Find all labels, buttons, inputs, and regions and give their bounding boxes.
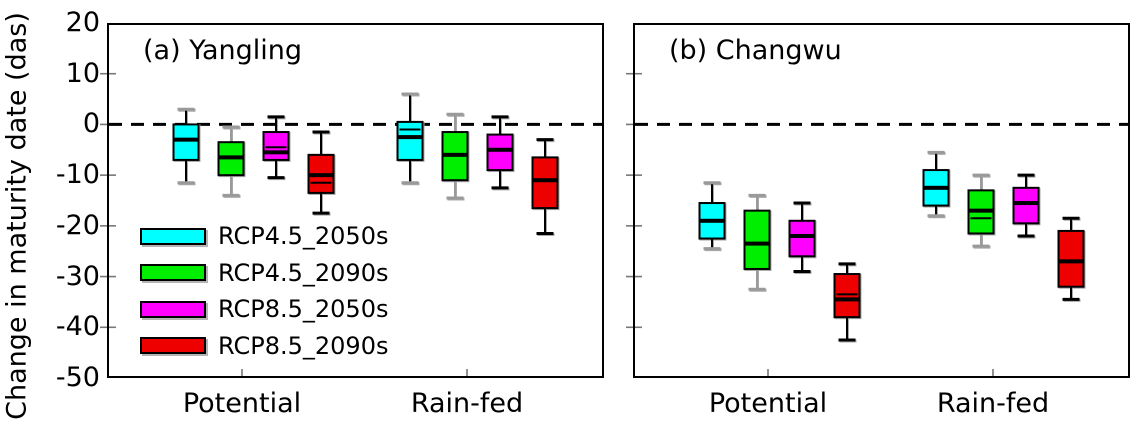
mean-line (836, 293, 858, 296)
panel-title: (b) Changwu (669, 35, 842, 66)
median-line (308, 173, 334, 178)
median-line (744, 241, 770, 246)
median-line (218, 155, 244, 160)
median-line (263, 150, 289, 155)
iqr-box (262, 131, 290, 161)
box-RCP4.5_2050s-rain-fed (922, 150, 950, 218)
y-tick-label: 10 (65, 57, 100, 89)
box-RCP4.5_2050s-potential (172, 107, 200, 185)
box-RCP4.5_2090s-rain-fed (967, 173, 995, 248)
legend-swatch (140, 337, 206, 354)
legend-item: RCP8.5_2050s (140, 294, 388, 324)
iqr-box (788, 219, 816, 258)
y-tick-label: 20 (65, 7, 100, 38)
iqr-box (1057, 229, 1085, 288)
median-line (397, 135, 423, 140)
median-line (789, 234, 815, 238)
legend-swatch (140, 227, 206, 245)
median-line (1058, 259, 1084, 264)
box-RCP8.5_2090s-rain-fed (1057, 216, 1085, 301)
panel-title: (a) Yangling (143, 35, 303, 66)
box-RCP4.5_2090s-rain-fed (441, 112, 469, 200)
y-tick-label: -50 (55, 362, 100, 393)
y-tick-label: -40 (55, 311, 100, 343)
panel-frame (633, 23, 1130, 378)
median-line (968, 208, 994, 213)
legend-label: RCP8.5_2090s (218, 331, 389, 360)
legend-item: RCP8.5_2090s (140, 331, 388, 361)
box-RCP4.5_2050s-rain-fed (396, 92, 424, 185)
y-tick-label: -20 (55, 209, 100, 241)
legend-label: RCP8.5_2050s (218, 295, 389, 323)
panel-a: (a) Yangling (100, 23, 604, 378)
box-RCP8.5_2050s-rain-fed (486, 115, 514, 190)
iqr-box (396, 120, 424, 161)
median-line (487, 147, 513, 152)
box-RCP4.5_2050s-potential (698, 181, 726, 251)
legend-swatch (140, 264, 206, 281)
median-line (923, 185, 949, 190)
legend-item: RCP4.5_2090s (140, 258, 388, 288)
mean-line (265, 146, 287, 149)
iqr-box (833, 273, 861, 319)
box-RCP4.5_2090s-potential (743, 193, 771, 291)
panel-plot-area (100, 23, 604, 378)
box-RCP4.5_2090s-potential (217, 125, 245, 197)
box-RCP8.5_2050s-potential (788, 201, 816, 273)
x-category-label: Rain-fed (410, 388, 524, 419)
median-line (699, 218, 725, 223)
mean-line (970, 217, 992, 220)
mean-line (310, 181, 332, 184)
legend-item: RCP4.5_2050s (140, 221, 388, 251)
iqr-box (486, 133, 514, 172)
x-category-label: Potential (708, 388, 828, 419)
iqr-box (531, 156, 559, 210)
legend-swatch (140, 300, 206, 318)
iqr-box (1012, 186, 1040, 225)
legend-label: RCP4.5_2050s (218, 222, 389, 250)
y-tick-label: -30 (55, 260, 100, 292)
panel-b: (b) Changwu (626, 23, 1130, 378)
mean-line (399, 128, 421, 131)
x-category-label: Rain-fed (936, 388, 1050, 419)
y-tick-label: 0 (82, 108, 100, 140)
box-RCP8.5_2090s-potential (833, 262, 861, 342)
box-RCP8.5_2050s-rain-fed (1012, 173, 1040, 238)
median-line (532, 178, 558, 183)
box-RCP8.5_2090s-potential (307, 130, 335, 215)
median-line (173, 137, 199, 142)
box-RCP8.5_2090s-rain-fed (531, 138, 559, 235)
median-line (834, 297, 860, 302)
median-line (442, 152, 468, 157)
median-line (1013, 201, 1039, 206)
panel-plot-area (626, 23, 1130, 378)
panel-frame (107, 23, 604, 378)
box-RCP8.5_2050s-potential (262, 115, 290, 180)
iqr-box (743, 209, 771, 270)
legend-label: RCP4.5_2090s (218, 258, 389, 287)
y-tick-label: -10 (55, 159, 100, 191)
x-category-label: Potential (182, 388, 302, 419)
iqr-box (172, 123, 200, 161)
